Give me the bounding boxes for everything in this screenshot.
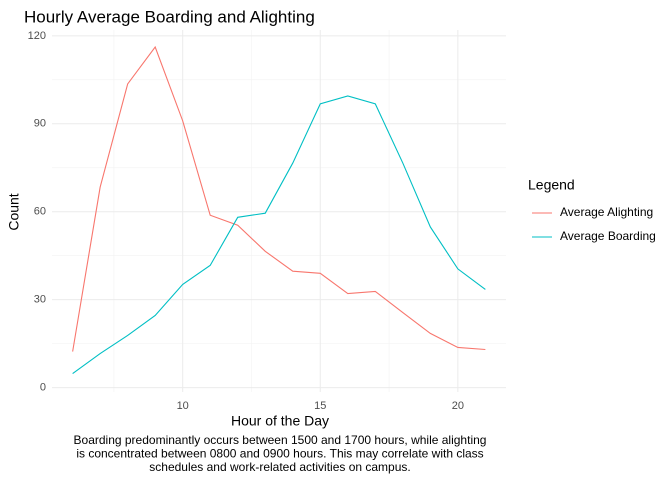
- y-tick-label: 0: [40, 382, 46, 394]
- x-tick-label: 20: [452, 400, 464, 412]
- legend-label: Average Alighting: [560, 205, 653, 219]
- y-axis-label: Count: [6, 193, 22, 230]
- x-tick-label: 10: [177, 400, 189, 412]
- x-tick-label: 15: [314, 400, 326, 412]
- chart-title: Hourly Average Boarding and Alighting: [24, 7, 315, 26]
- caption: is concentrated between 0800 and 0900 ho…: [76, 447, 483, 461]
- y-tick-label: 30: [34, 294, 46, 306]
- legend-title: Legend: [528, 177, 575, 193]
- x-axis-label: Hour of the Day: [231, 413, 329, 429]
- line-series: [72, 45, 486, 352]
- y-tick-label: 60: [34, 206, 46, 218]
- caption: schedules and work-related activities on…: [149, 460, 410, 474]
- line-series: [72, 95, 486, 374]
- legend-label: Average Boarding: [560, 229, 656, 243]
- caption: Boarding predominantly occurs between 15…: [74, 433, 487, 447]
- y-tick-label: 90: [34, 118, 46, 130]
- y-tick-label: 120: [28, 30, 46, 42]
